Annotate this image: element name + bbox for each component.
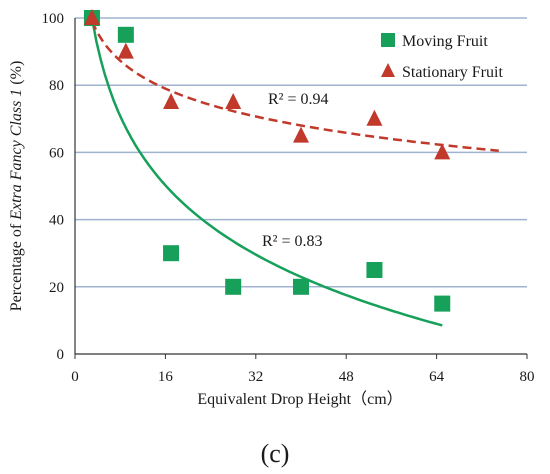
r2-label-moving: R² = 0.83 <box>262 233 323 250</box>
point-stationary-6 <box>434 143 451 160</box>
point-moving-2 <box>163 245 180 262</box>
point-moving-3 <box>225 278 242 295</box>
y-axis-title-prefix: Percentage of <box>8 220 25 312</box>
axes <box>74 18 527 355</box>
y-tick-label-60: 60 <box>49 145 64 161</box>
point-moving-1 <box>117 26 134 43</box>
x-axis-title: Equivalent Drop Height（cm） <box>197 390 402 408</box>
point-stationary-0 <box>83 9 100 25</box>
point-stationary-3 <box>225 93 242 109</box>
data-points <box>83 9 451 312</box>
legend: Moving Fruit Stationary Fruit <box>381 33 503 81</box>
y-tick-label-100: 100 <box>42 11 65 27</box>
grid-lines <box>75 17 527 288</box>
trendlines <box>90 17 499 327</box>
point-stationary-5 <box>366 109 383 126</box>
point-stationary-4 <box>293 126 309 143</box>
y-tick-label-20: 20 <box>49 280 64 296</box>
legend-marker-moving <box>381 33 395 47</box>
y-tick-label-80: 80 <box>49 78 64 94</box>
x-tick-label-32: 32 <box>248 369 263 385</box>
x-tick-labels: 0 16 32 48 64 80 <box>71 354 535 385</box>
point-stationary-1 <box>117 42 134 59</box>
y-tick-labels: 0 20 40 60 80 100 <box>42 11 65 363</box>
legend-label-moving: Moving Fruit <box>402 33 488 50</box>
y-tick-label-40: 40 <box>49 213 64 229</box>
legend-marker-stationary <box>381 63 395 77</box>
x-tick-label-0: 0 <box>71 369 79 385</box>
point-moving-4 <box>293 278 309 295</box>
panel-label: (c) <box>261 439 290 468</box>
x-tick-label-64: 64 <box>429 369 445 385</box>
legend-label-stationary: Stationary Fruit <box>402 64 503 81</box>
r2-label-stationary: R² = 0.94 <box>268 91 329 108</box>
y-axis-title-italic: Extra Fancy Class 1 <box>8 89 25 221</box>
x-tick-label-48: 48 <box>339 369 354 385</box>
trendline-moving <box>90 17 443 327</box>
y-axis-title: Percentage of Extra Fancy Class 1 (%) <box>8 61 25 312</box>
y-tick-label-0: 0 <box>57 347 65 363</box>
point-moving-5 <box>366 262 383 278</box>
x-tick-label-80: 80 <box>520 369 535 385</box>
y-axis-title-suffix: (%) <box>8 61 25 89</box>
point-moving-6 <box>434 295 451 312</box>
point-stationary-2 <box>163 93 180 109</box>
x-tick-label-16: 16 <box>158 369 174 385</box>
